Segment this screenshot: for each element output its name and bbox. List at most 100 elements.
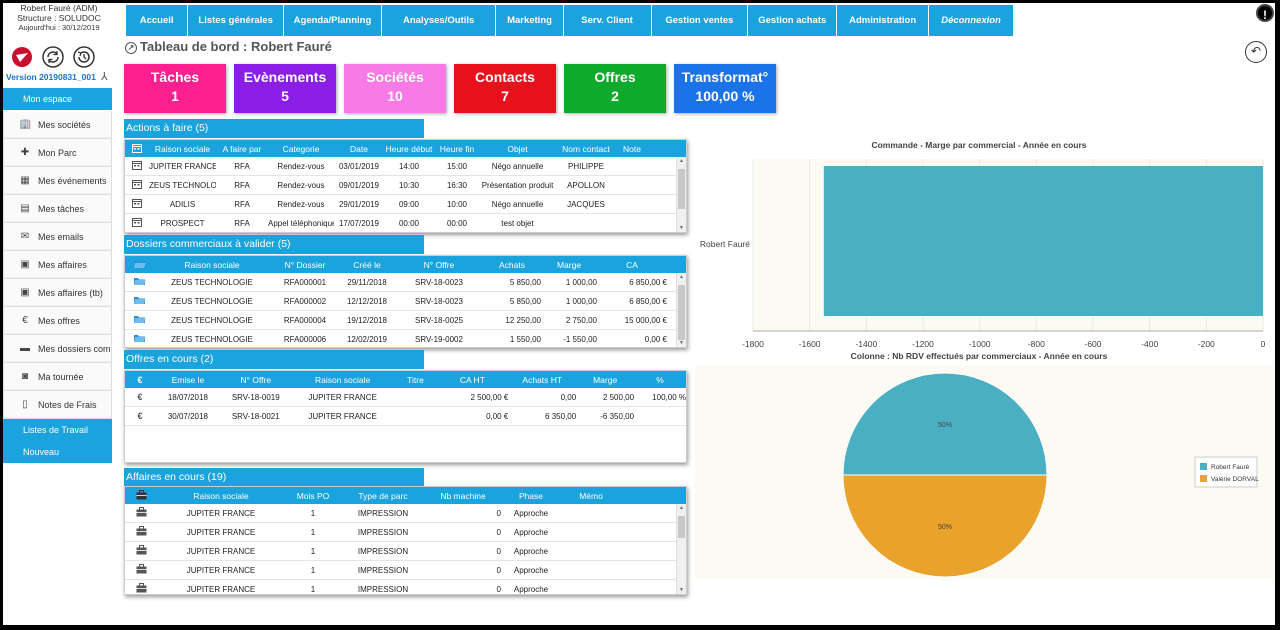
tile-2[interactable]: Sociétés 10	[344, 64, 446, 113]
sidebar-new[interactable]: Nouveau	[3, 441, 112, 463]
nav-item-8[interactable]: Administration	[837, 5, 930, 36]
briefcase-icon[interactable]	[125, 526, 157, 538]
tile-4[interactable]: Offres 2	[564, 64, 666, 113]
scroll-up-icon[interactable]: ▲	[679, 158, 684, 164]
tile-1[interactable]: Evènements 5	[234, 64, 336, 113]
sidebar-item-1[interactable]: ✚ Mon Parc	[3, 139, 112, 167]
column-header[interactable]: Marge	[593, 374, 618, 385]
nav-item-4[interactable]: Marketing	[496, 5, 564, 36]
column-header[interactable]: Objet	[507, 143, 528, 154]
nav-item-0[interactable]: Accueil	[126, 5, 189, 36]
table-row[interactable]: ZEUS TECHNOLOGIE RFA000006 12/02/2019 SRV-1…	[125, 330, 686, 347]
sidebar-header[interactable]: Mon espace	[3, 88, 112, 111]
folder-icon[interactable]	[125, 333, 153, 345]
folder-icon[interactable]	[125, 314, 153, 326]
table-row[interactable]: ZEUS TECHNOLOGIE RFA Rendez-vous 09/01/2019…	[125, 176, 686, 195]
history-icon[interactable]	[73, 46, 95, 68]
sidebar-item-9[interactable]: ◙ Ma tournée	[3, 363, 112, 391]
column-header[interactable]: Achats	[499, 259, 525, 270]
back-icon[interactable]: ↶	[1245, 41, 1267, 63]
column-header[interactable]: Heure début	[385, 143, 433, 154]
nav-item-7[interactable]: Gestion achats	[748, 5, 838, 36]
pie-slice[interactable]	[842, 372, 1048, 476]
scroll-up-icon[interactable]: ▲	[679, 505, 684, 511]
help-icon[interactable]: !	[1256, 4, 1274, 22]
scroll-down-icon[interactable]: ▼	[679, 587, 684, 593]
scroll-thumb[interactable]	[678, 516, 685, 538]
column-header[interactable]: Titre	[407, 374, 424, 385]
column-header[interactable]: N° Dossier	[284, 259, 326, 270]
tile-0[interactable]: Tâches 1	[124, 64, 226, 113]
tile-5[interactable]: Transformat° 100,00 %	[674, 64, 776, 113]
euro-icon[interactable]: €	[137, 374, 143, 385]
table-row[interactable]: ZEUS TECHNOLOGIE RFA000001 29/11/2018 SRV-1…	[125, 273, 686, 292]
folder-icon[interactable]	[125, 295, 153, 307]
briefcase-icon[interactable]	[125, 545, 157, 557]
refresh-icon[interactable]	[42, 46, 64, 68]
column-header[interactable]: Raison sociale	[193, 490, 249, 501]
scroll-up-icon[interactable]: ▲	[679, 274, 684, 280]
logo-icon[interactable]	[11, 46, 33, 68]
sidebar-item-10[interactable]: ▯ Notes de Frais	[3, 391, 112, 419]
column-header[interactable]: Categorie	[282, 143, 320, 154]
column-header[interactable]: Créé le	[353, 259, 381, 270]
column-header[interactable]: N° Offre	[240, 374, 272, 385]
pie-slice[interactable]	[842, 474, 1048, 578]
sidebar-item-0[interactable]: 🏢 Mes sociétés	[3, 111, 112, 139]
scrollbar[interactable]: ▲ ▼	[676, 157, 686, 232]
briefcase-icon[interactable]	[125, 489, 157, 502]
briefcase-icon[interactable]	[125, 583, 157, 594]
table-row[interactable]: ZEUS TECHNOLOGIE RFA000002 12/12/2018 SRV-1…	[125, 292, 686, 311]
column-header[interactable]: Raison sociale	[184, 259, 240, 270]
sidebar-item-5[interactable]: ▣ Mes affaires	[3, 251, 112, 279]
scroll-thumb[interactable]	[678, 285, 685, 340]
column-header[interactable]: %	[656, 374, 664, 385]
nav-item-3[interactable]: Analyses/Outils	[382, 5, 497, 36]
column-header[interactable]: Heure fin	[439, 143, 475, 154]
sidebar-item-8[interactable]: ▬ Mes dossiers com	[3, 335, 112, 363]
table-row[interactable]: PROSPECT RFA Appel téléphonique 17/07/2019 0…	[125, 214, 686, 232]
scrollbar[interactable]: ▲ ▼	[676, 273, 686, 347]
column-header[interactable]: Raison sociale	[154, 143, 211, 154]
sidebar-item-7[interactable]: € Mes offres	[3, 307, 112, 335]
calendar-icon[interactable]	[125, 179, 149, 191]
column-header[interactable]: CA	[626, 259, 638, 270]
sidebar-item-2[interactable]: ▦ Mes événements	[3, 167, 112, 195]
nav-item-9[interactable]: Déconnexion	[929, 5, 1015, 36]
column-header[interactable]: A faire par	[222, 143, 262, 154]
nav-item-1[interactable]: Listes générales	[188, 5, 285, 36]
scrollbar[interactable]: ▲ ▼	[676, 504, 686, 594]
sidebar-item-6[interactable]: ▣ Mes affaires (tb)	[3, 279, 112, 307]
calendar-icon[interactable]	[125, 198, 149, 210]
column-header[interactable]: Achats HT	[522, 374, 563, 385]
column-header[interactable]: Mémo	[579, 490, 603, 501]
nav-item-6[interactable]: Gestion ventes	[652, 5, 749, 36]
briefcase-icon[interactable]	[125, 507, 157, 519]
calendar-icon[interactable]	[125, 217, 149, 229]
euro-icon[interactable]: €	[137, 392, 143, 402]
column-header[interactable]: Raison sociale	[314, 374, 371, 385]
calendar-icon[interactable]	[125, 143, 149, 155]
table-row[interactable]: €18/07/2018 SRV-18-0019 JUPITER FRANCE 2 50…	[125, 388, 686, 407]
table-row[interactable]: ADILIS RFA Rendez-vous 29/01/2019 09:00 10:00…	[125, 195, 686, 214]
column-header[interactable]: Nb machine	[440, 490, 486, 501]
calendar-icon[interactable]	[125, 160, 149, 172]
scroll-down-icon[interactable]: ▼	[679, 225, 684, 231]
pdf-icon[interactable]: ⅄	[101, 71, 108, 83]
tile-3[interactable]: Contacts 7	[454, 64, 556, 113]
nav-item-2[interactable]: Agenda/Planning	[284, 5, 382, 36]
column-header[interactable]: CA HT	[459, 374, 485, 385]
column-header[interactable]: Phase	[518, 490, 544, 501]
euro-icon[interactable]: €	[137, 411, 143, 421]
folder-icon[interactable]	[125, 276, 153, 288]
nav-item-5[interactable]: Serv. Client	[564, 5, 652, 36]
column-header[interactable]: Emise le	[171, 374, 205, 385]
table-row[interactable]: JUPITER FRANCE RFA Rendez-vous 03/01/2019 14…	[125, 157, 686, 176]
table-row[interactable]: JUPITER FRANCE 1 IMPRESSION 0 Approche	[125, 580, 686, 594]
table-row[interactable]: JUPITER FRANCE 1 IMPRESSION 0 Approche	[125, 561, 686, 580]
column-header[interactable]: Type de parc	[358, 490, 408, 501]
column-header[interactable]: Nom contact	[562, 143, 610, 154]
column-header[interactable]: Date	[350, 143, 368, 154]
column-header[interactable]: Note	[623, 143, 641, 154]
table-row[interactable]: JUPITER FRANCE 1 IMPRESSION 0 Approche	[125, 523, 686, 542]
